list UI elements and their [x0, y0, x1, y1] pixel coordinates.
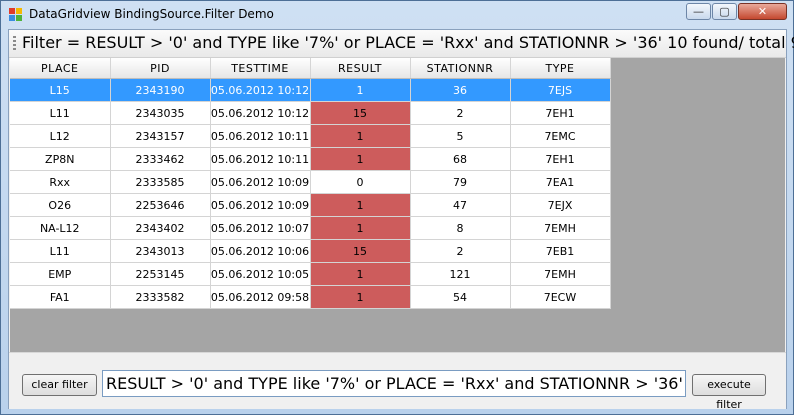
cell-place[interactable]: ZP8N: [10, 147, 111, 171]
cell-type[interactable]: 7EH1: [510, 147, 611, 171]
cell-stationnr[interactable]: 121: [410, 262, 511, 286]
cell-stationnr[interactable]: 54: [410, 285, 511, 309]
title-bar[interactable]: DataGridview BindingSource.Filter Demo —…: [1, 1, 793, 29]
table-row[interactable]: O26 2253646 05.06.2012 10:09 1 47 7EJX: [10, 193, 611, 217]
cell-place[interactable]: NA-L12: [10, 216, 111, 240]
column-header-testtime[interactable]: TESTTIME: [210, 58, 311, 79]
cell-place[interactable]: O26: [10, 193, 111, 217]
cell-place[interactable]: L15: [10, 78, 111, 102]
cell-testtime[interactable]: 05.06.2012 10:11: [210, 147, 311, 171]
cell-place[interactable]: FA1: [10, 285, 111, 309]
toolstrip-grip-icon[interactable]: [13, 36, 16, 52]
cell-pid[interactable]: 2343035: [110, 101, 211, 125]
data-grid-view[interactable]: PLACE PID TESTTIME RESULT STATIONNR TYPE…: [10, 58, 785, 352]
cell-pid[interactable]: 2343157: [110, 124, 211, 148]
table-row[interactable]: L15 2343190 05.06.2012 10:12 1 36 7EJS: [10, 78, 611, 102]
status-toolstrip: Filter = RESULT > '0' and TYPE like '7%'…: [9, 30, 794, 58]
column-header-pid[interactable]: PID: [110, 58, 211, 79]
client-area: Filter = RESULT > '0' and TYPE like '7%'…: [8, 29, 794, 411]
cell-testtime[interactable]: 05.06.2012 10:07: [210, 216, 311, 240]
cell-place[interactable]: Rxx: [10, 170, 111, 194]
cell-testtime[interactable]: 05.06.2012 10:11: [210, 124, 311, 148]
table-row[interactable]: L12 2343157 05.06.2012 10:11 1 5 7EMC: [10, 124, 611, 148]
execute-filter-button[interactable]: execute filter: [692, 374, 766, 411]
cell-stationnr[interactable]: 79: [410, 170, 511, 194]
cell-result[interactable]: 1: [310, 216, 411, 240]
cell-stationnr[interactable]: 47: [410, 193, 511, 217]
column-header-stationnr[interactable]: STATIONNR: [410, 58, 511, 79]
column-header-type[interactable]: TYPE: [510, 58, 611, 79]
cell-result[interactable]: 15: [310, 239, 411, 263]
cell-stationnr[interactable]: 2: [410, 101, 511, 125]
cell-type[interactable]: 7ECW: [510, 285, 611, 309]
filter-status-label: Filter = RESULT > '0' and TYPE like '7%'…: [22, 33, 794, 52]
window-title: DataGridview BindingSource.Filter Demo: [29, 7, 274, 21]
table-row[interactable]: Rxx 2333585 05.06.2012 10:09 0 79 7EA1: [10, 170, 611, 194]
cell-pid[interactable]: 2253145: [110, 262, 211, 286]
cell-type[interactable]: 7EMH: [510, 216, 611, 240]
cell-testtime[interactable]: 05.06.2012 09:58: [210, 285, 311, 309]
cell-stationnr[interactable]: 5: [410, 124, 511, 148]
cell-place[interactable]: EMP: [10, 262, 111, 286]
cell-result[interactable]: 1: [310, 147, 411, 171]
cell-type[interactable]: 7EH1: [510, 101, 611, 125]
cell-type[interactable]: 7EJS: [510, 78, 611, 102]
cell-pid[interactable]: 2343013: [110, 239, 211, 263]
cell-result[interactable]: 0: [310, 170, 411, 194]
cell-type[interactable]: 7EMC: [510, 124, 611, 148]
header-row: PLACE PID TESTTIME RESULT STATIONNR TYPE: [10, 58, 611, 79]
cell-testtime[interactable]: 05.06.2012 10:06: [210, 239, 311, 263]
cell-result[interactable]: 1: [310, 262, 411, 286]
cell-stationnr[interactable]: 36: [410, 78, 511, 102]
cell-pid[interactable]: 2343190: [110, 78, 211, 102]
clear-filter-button[interactable]: clear filter: [22, 374, 97, 396]
cell-testtime[interactable]: 05.06.2012 10:09: [210, 193, 311, 217]
app-icon: [9, 8, 23, 22]
cell-stationnr[interactable]: 68: [410, 147, 511, 171]
filter-panel: clear filter execute filter: [9, 352, 786, 411]
cell-result[interactable]: 1: [310, 78, 411, 102]
cell-result[interactable]: 1: [310, 124, 411, 148]
column-header-result[interactable]: RESULT: [310, 58, 411, 79]
cell-place[interactable]: L12: [10, 124, 111, 148]
cell-type[interactable]: 7EB1: [510, 239, 611, 263]
minimize-button[interactable]: —: [686, 3, 711, 20]
maximize-button[interactable]: ▢: [712, 3, 737, 20]
cell-result[interactable]: 1: [310, 285, 411, 309]
cell-testtime[interactable]: 05.06.2012 10:12: [210, 101, 311, 125]
cell-pid[interactable]: 2343402: [110, 216, 211, 240]
cell-stationnr[interactable]: 8: [410, 216, 511, 240]
cell-testtime[interactable]: 05.06.2012 10:09: [210, 170, 311, 194]
cell-type[interactable]: 7EJX: [510, 193, 611, 217]
table-row[interactable]: L11 2343013 05.06.2012 10:06 15 2 7EB1: [10, 239, 611, 263]
table-row[interactable]: FA1 2333582 05.06.2012 09:58 1 54 7ECW: [10, 285, 611, 309]
table-row[interactable]: NA-L12 2343402 05.06.2012 10:07 1 8 7EMH: [10, 216, 611, 240]
table-row[interactable]: L11 2343035 05.06.2012 10:12 15 2 7EH1: [10, 101, 611, 125]
cell-pid[interactable]: 2253646: [110, 193, 211, 217]
cell-result[interactable]: 1: [310, 193, 411, 217]
cell-type[interactable]: 7EMH: [510, 262, 611, 286]
cell-testtime[interactable]: 05.06.2012 10:12: [210, 78, 311, 102]
close-button[interactable]: ✕: [738, 3, 787, 20]
cell-result[interactable]: 15: [310, 101, 411, 125]
cell-pid[interactable]: 2333582: [110, 285, 211, 309]
table-row[interactable]: EMP 2253145 05.06.2012 10:05 1 121 7EMH: [10, 262, 611, 286]
cell-pid[interactable]: 2333585: [110, 170, 211, 194]
data-grid: PLACE PID TESTTIME RESULT STATIONNR TYPE…: [10, 58, 611, 309]
cell-testtime[interactable]: 05.06.2012 10:05: [210, 262, 311, 286]
column-header-place[interactable]: PLACE: [10, 58, 111, 79]
filter-input[interactable]: [102, 370, 686, 397]
table-row[interactable]: ZP8N 2333462 05.06.2012 10:11 1 68 7EH1: [10, 147, 611, 171]
cell-type[interactable]: 7EA1: [510, 170, 611, 194]
cell-place[interactable]: L11: [10, 239, 111, 263]
cell-pid[interactable]: 2333462: [110, 147, 211, 171]
cell-place[interactable]: L11: [10, 101, 111, 125]
grid-body: L15 2343190 05.06.2012 10:12 1 36 7EJS L11 2343…: [10, 78, 611, 309]
cell-stationnr[interactable]: 2: [410, 239, 511, 263]
